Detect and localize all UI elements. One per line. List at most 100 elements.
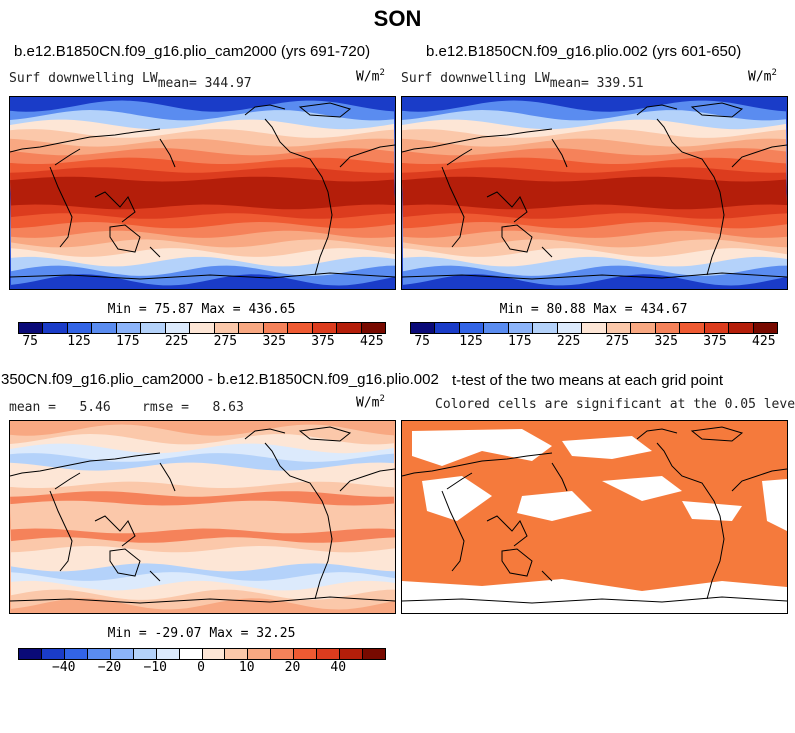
panel1-case-title: b.e12.B1850CN.f09_g16.plio_cam2000 (yrs … bbox=[14, 43, 371, 60]
panel1-colorbar bbox=[18, 322, 386, 334]
colorbar-swatch bbox=[19, 649, 42, 659]
colorbar-swatch bbox=[271, 649, 295, 659]
panel2-variable-name: Surf downwelling LW bbox=[401, 71, 550, 86]
coastline bbox=[109, 548, 141, 577]
panel2-map-field bbox=[402, 97, 787, 289]
colorbar-swatch bbox=[484, 323, 509, 333]
coastline bbox=[656, 118, 725, 276]
colorbar-swatch bbox=[655, 323, 681, 333]
coastline bbox=[49, 490, 73, 572]
coastline bbox=[402, 272, 787, 280]
colorbar-swatch bbox=[312, 323, 338, 333]
colorbar-swatch bbox=[753, 323, 778, 333]
coastline bbox=[54, 472, 81, 490]
coastline bbox=[441, 490, 465, 572]
coastline bbox=[298, 426, 352, 442]
coastline bbox=[486, 515, 528, 547]
coastline bbox=[149, 246, 161, 258]
map-contour-band bbox=[10, 500, 395, 534]
coastline bbox=[159, 138, 176, 168]
colorbar-swatch bbox=[411, 323, 436, 333]
colorbar-tick-label: 325 bbox=[654, 334, 678, 349]
coastline bbox=[541, 246, 553, 258]
coastline bbox=[94, 515, 136, 547]
panel1-variable: Surf downwelling LWmean= 344.97 bbox=[9, 71, 252, 91]
coastline bbox=[501, 224, 533, 253]
colorbar-tick-label: 125 bbox=[459, 334, 483, 349]
panel2-units: W/m2 bbox=[748, 68, 777, 84]
colorbar-tick-label: 225 bbox=[164, 334, 189, 349]
colorbar-tick-label: 275 bbox=[605, 334, 630, 349]
colorbar-swatch bbox=[248, 649, 272, 659]
colorbar-swatch bbox=[337, 323, 362, 333]
non-significant-region bbox=[562, 436, 652, 459]
panel3-stats: mean = 5.46 rmse = 8.63 bbox=[9, 400, 244, 415]
panel1-variable-name: Surf downwelling LW bbox=[9, 71, 158, 86]
map-contour-band bbox=[10, 176, 395, 210]
panel3-units-exp: 2 bbox=[379, 394, 385, 404]
panel2-units-exp: 2 bbox=[771, 68, 777, 78]
colorbar-tick-label: −40 bbox=[52, 660, 76, 675]
panel3-map bbox=[9, 420, 396, 614]
coastline bbox=[486, 191, 528, 223]
colorbar-tick-label: 75 bbox=[414, 334, 431, 349]
colorbar-tick-label: 425 bbox=[752, 334, 776, 349]
colorbar-swatch bbox=[19, 323, 44, 333]
map-contour-band bbox=[402, 176, 787, 210]
colorbar-swatch bbox=[110, 649, 134, 659]
coastline bbox=[298, 102, 352, 118]
coastline bbox=[10, 596, 395, 604]
colorbar-swatch bbox=[64, 649, 88, 659]
colorbar-swatch bbox=[202, 649, 226, 659]
panel4-map bbox=[401, 420, 788, 614]
panel3-minmax: Min = -29.07 Max = 32.25 bbox=[107, 626, 296, 641]
colorbar-tick-label: 10 bbox=[238, 660, 255, 675]
colorbar-swatch bbox=[340, 649, 364, 659]
coastline bbox=[244, 104, 286, 116]
coastline bbox=[731, 144, 787, 168]
coastline bbox=[159, 462, 176, 492]
panel2-units-base: W/m bbox=[748, 69, 772, 85]
panel3-units-base: W/m bbox=[356, 395, 380, 411]
coastline bbox=[551, 462, 568, 492]
colorbar-tick-label: 75 bbox=[22, 334, 39, 349]
panel2-colorbar-ticks: 75 125 175 225 275 325 375 425 bbox=[410, 334, 776, 350]
panel4-title: t-test of the two means at each grid poi… bbox=[452, 372, 723, 389]
coastline bbox=[54, 148, 81, 166]
colorbar-swatch bbox=[729, 323, 754, 333]
colorbar-swatch bbox=[214, 323, 240, 333]
non-significant-region bbox=[682, 501, 742, 521]
panel2-colorbar bbox=[410, 322, 778, 334]
colorbar-swatch bbox=[190, 323, 215, 333]
panel2-case-title: b.e12.B1850CN.f09_g16.plio.002 (yrs 601-… bbox=[426, 43, 742, 60]
panel1-minmax: Min = 75.87 Max = 436.65 bbox=[107, 302, 296, 317]
colorbar-swatch bbox=[288, 323, 313, 333]
coastline bbox=[402, 128, 553, 153]
colorbar-tick-label: 275 bbox=[213, 334, 238, 349]
coastline bbox=[446, 472, 473, 490]
colorbar-swatch bbox=[239, 323, 264, 333]
coastline bbox=[541, 570, 553, 582]
panel4-subtitle: Colored cells are significant at the 0.0… bbox=[435, 397, 795, 412]
non-significant-region bbox=[422, 476, 492, 521]
panel3-colorbar bbox=[18, 648, 386, 660]
coastline bbox=[441, 166, 465, 248]
panel1-map-field bbox=[10, 97, 395, 289]
colorbar-swatch bbox=[363, 649, 385, 659]
colorbar-swatch bbox=[141, 323, 166, 333]
colorbar-swatch bbox=[680, 323, 705, 333]
colorbar-tick-label: 375 bbox=[703, 334, 727, 349]
colorbar-swatch bbox=[533, 323, 558, 333]
colorbar-tick-label: 0 bbox=[197, 660, 205, 675]
coastline bbox=[690, 426, 744, 442]
colorbar-swatch bbox=[582, 323, 607, 333]
colorbar-tick-label: 375 bbox=[311, 334, 335, 349]
panel2-minmax: Min = 80.88 Max = 434.67 bbox=[499, 302, 688, 317]
coastline bbox=[149, 570, 161, 582]
colorbar-tick-label: 175 bbox=[508, 334, 532, 349]
colorbar-swatch bbox=[116, 323, 142, 333]
colorbar-swatch bbox=[67, 323, 93, 333]
non-significant-region bbox=[412, 429, 552, 466]
coastline bbox=[49, 166, 73, 248]
coastline bbox=[551, 138, 568, 168]
